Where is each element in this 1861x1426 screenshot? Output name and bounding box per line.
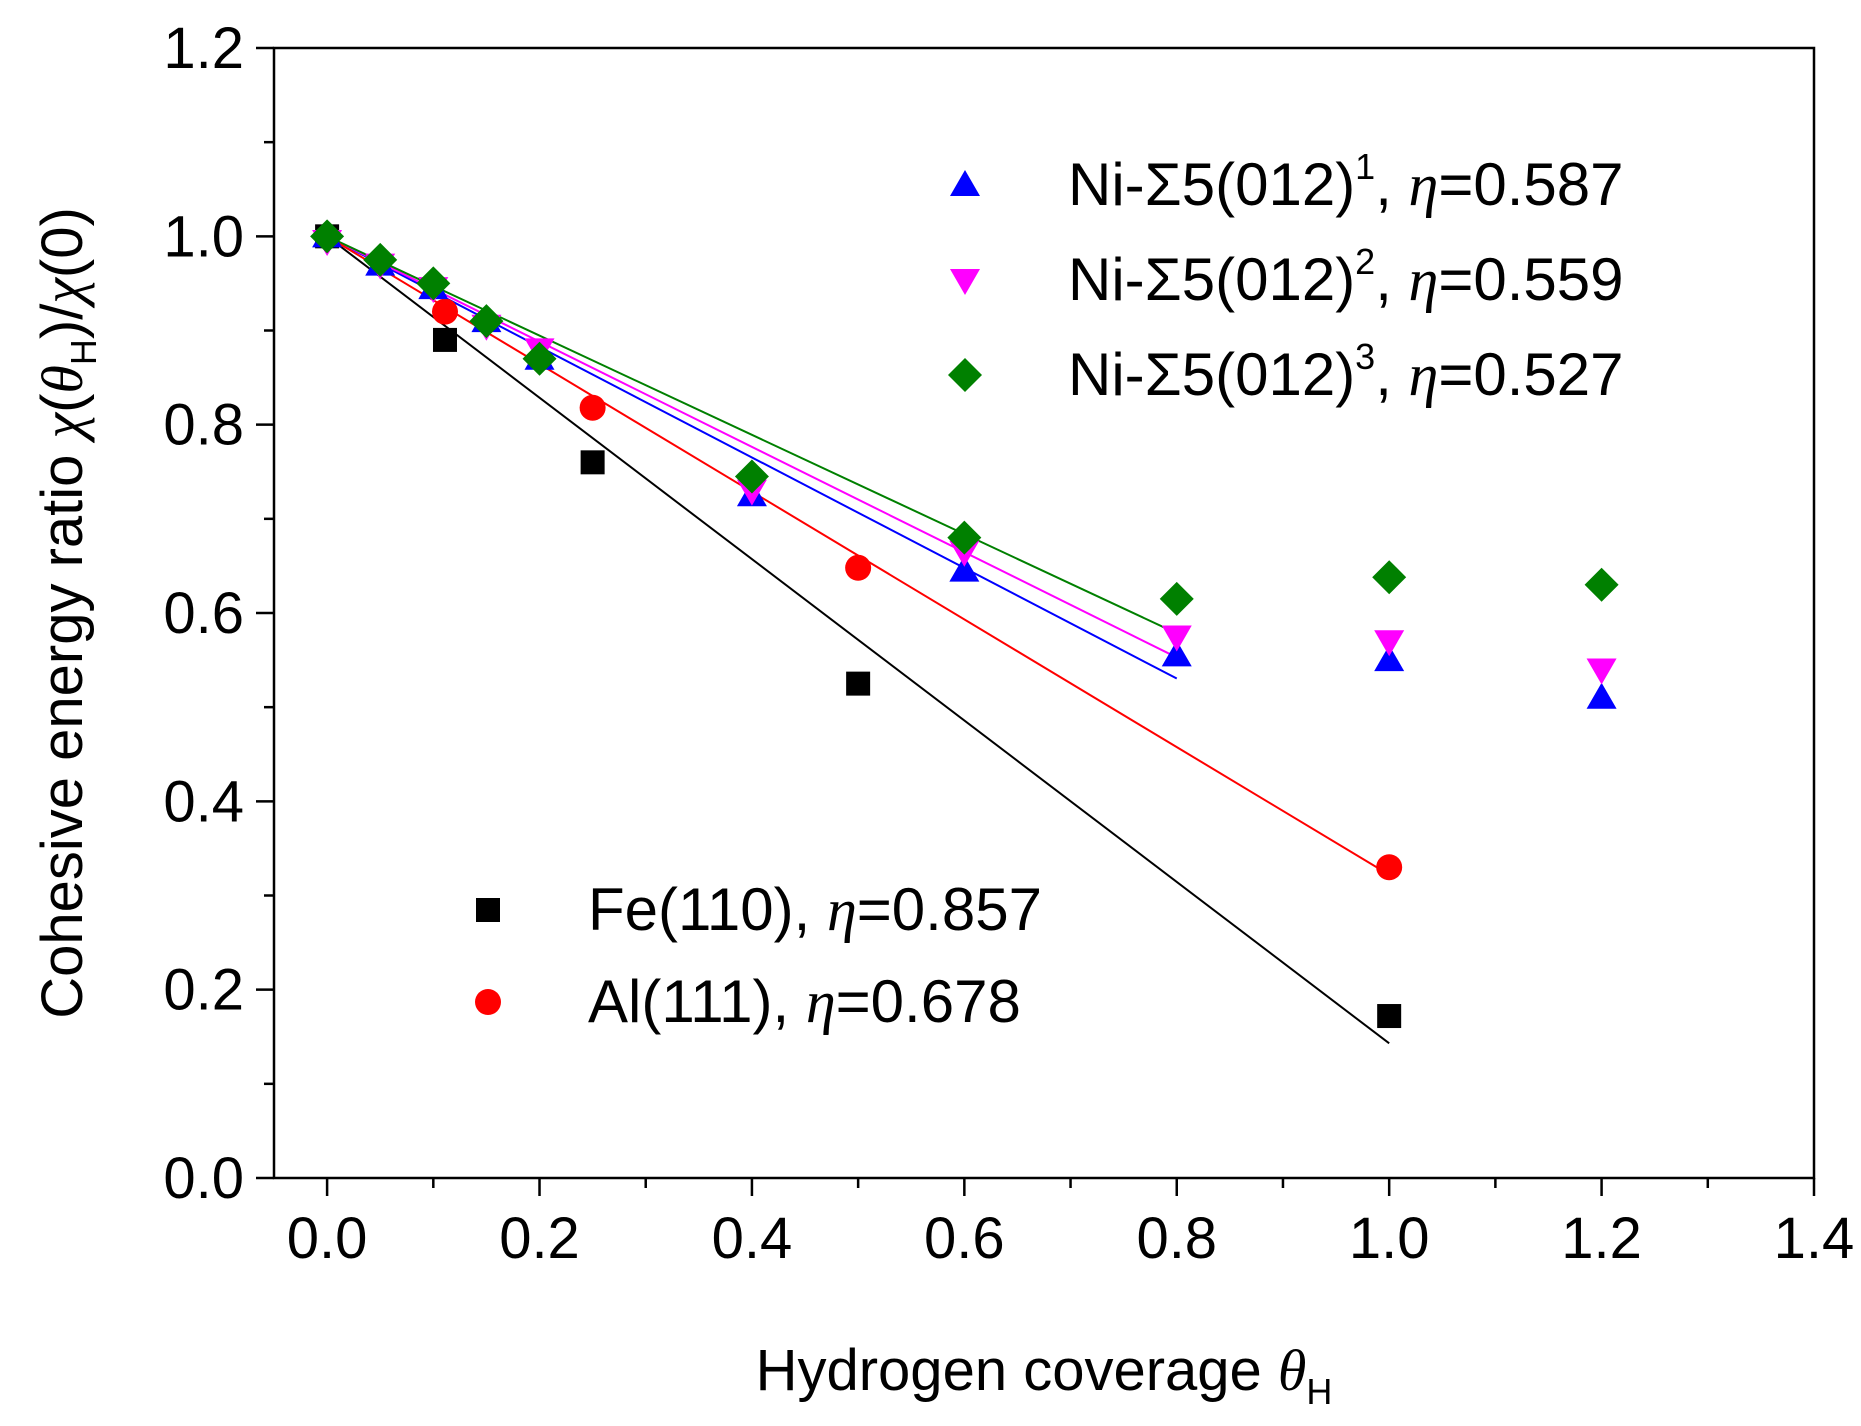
legend-label-eta: η (1409, 152, 1439, 218)
legend-label-4: Al(111), η=0.678 (588, 968, 1021, 1035)
y-axis-title-div: )/ (30, 303, 95, 339)
legend-label-main: Fe(110), (588, 876, 827, 943)
y-axis-title-chi: χ (30, 411, 95, 443)
x-tick-label: 0.2 (499, 1206, 580, 1271)
y-axis-title-main: Cohesive energy ratio (30, 438, 95, 1018)
legend-label-3: Fe(110), η=0.857 (588, 876, 1042, 943)
legend-label-sep: , (1375, 341, 1408, 408)
data-point-series-0 (1161, 640, 1192, 667)
data-point-series-2 (522, 341, 557, 376)
legend-label-sep: , (1375, 246, 1408, 313)
legend-label-eta: η (827, 877, 857, 943)
legend-label-eta: η (1409, 247, 1439, 313)
legend-label-main: Al(111), (588, 968, 806, 1035)
data-point-series-4 (579, 394, 606, 421)
legend-label-0: Ni-Σ5(012)1, η=0.587 (1068, 146, 1624, 218)
data-point-series-4 (845, 554, 872, 581)
data-point-series-2 (363, 242, 398, 277)
legend-label-main: Ni-Σ5(012) (1068, 341, 1355, 408)
legend-label-value: =0.559 (1438, 246, 1623, 313)
x-tick-label: 0.6 (924, 1206, 1005, 1271)
legend-label-value: =0.527 (1438, 341, 1623, 408)
y-tick-label: 1.0 (163, 204, 244, 269)
y-tick-label: 0.4 (163, 769, 244, 834)
x-axis-title: Hydrogen coverage θH (756, 1338, 1333, 1412)
x-axis-title-sub: H (1306, 1371, 1332, 1412)
legend-marker-3 (476, 898, 500, 922)
legend-label-eta: η (1409, 342, 1439, 408)
legend-label-sep: , (1375, 151, 1408, 218)
x-tick-label: 0.0 (287, 1206, 368, 1271)
x-axis-title-main: Hydrogen coverage (756, 1338, 1278, 1403)
data-point-series-2 (947, 520, 982, 555)
legend-label-value: =0.587 (1438, 151, 1623, 218)
data-point-series-3 (1377, 1004, 1402, 1029)
data-point-series-2 (1584, 567, 1619, 602)
data-point-series-0 (1586, 682, 1617, 709)
y-tick-label: 0.8 (163, 393, 244, 458)
legend-label-value: =0.678 (836, 968, 1021, 1035)
data-point-series-0 (1374, 645, 1405, 672)
x-tick-label: 0.4 (712, 1206, 793, 1271)
legend-marker-1 (950, 269, 980, 295)
legend-label-sup: 3 (1355, 336, 1375, 377)
data-point-series-1 (1161, 625, 1192, 652)
data-point-series-3 (432, 327, 457, 352)
fit-line-series-2 (326, 235, 1178, 635)
axis-ticks (256, 46, 1816, 1196)
data-point-series-3 (846, 671, 871, 696)
data-point-series-0 (949, 555, 980, 582)
legend-label-eta: η (806, 969, 836, 1035)
data-points (310, 219, 1619, 1029)
y-tick-label: 1.2 (163, 16, 244, 81)
legend-marker-2 (948, 358, 982, 392)
y-tick-label: 0.0 (163, 1146, 244, 1211)
y-tick-label: 0.2 (163, 958, 244, 1023)
legend-label-sup: 1 (1355, 146, 1375, 187)
fit-line-series-1 (326, 235, 1178, 659)
data-point-series-1 (1374, 630, 1405, 657)
legend-label-sup: 2 (1355, 241, 1375, 282)
legend-marker-4 (475, 989, 501, 1015)
data-point-series-2 (1159, 581, 1194, 616)
x-tick-label: 1.4 (1774, 1206, 1855, 1271)
legend-label-value: =0.857 (857, 876, 1042, 943)
legend-marker-0 (950, 170, 980, 196)
data-point-series-2 (416, 266, 451, 301)
y-axis-title-chi2: χ (30, 277, 95, 309)
data-point-series-4 (431, 298, 458, 325)
y-axis-title-zero: (0) (30, 207, 95, 278)
x-tick-label: 0.8 (1136, 1206, 1217, 1271)
y-axis-title-paren: ( (30, 394, 95, 413)
fit-line-series-3 (326, 235, 1390, 1045)
data-point-series-2 (469, 304, 504, 339)
x-tick-label: 1.2 (1561, 1206, 1642, 1271)
data-point-series-3 (580, 450, 605, 475)
y-axis-title-sub: H (63, 339, 104, 365)
y-axis-title-theta: θ (30, 365, 95, 394)
x-tick-label: 1.0 (1349, 1206, 1430, 1271)
y-tick-label: 0.6 (163, 581, 244, 646)
legend-label-1: Ni-Σ5(012)2, η=0.559 (1068, 241, 1624, 313)
data-point-series-1 (1586, 658, 1617, 685)
data-point-series-2 (734, 459, 769, 494)
data-point-series-2 (1372, 560, 1407, 595)
fit-line-series-0 (326, 235, 1178, 680)
legend-label-main: Ni-Σ5(012) (1068, 151, 1355, 218)
x-axis-title-symbol: θ (1278, 1338, 1307, 1403)
y-axis-title: Cohesive energy ratio χ(θH)/χ(0) (30, 207, 104, 1019)
legend-label-2: Ni-Σ5(012)3, η=0.527 (1068, 336, 1624, 408)
data-point-series-2 (310, 219, 345, 254)
tick-labels: 0.0 0.2 0.4 0.6 0.8 1.0 1.2 1.4 0.0 0.2 0.4 0.6 0.8 1… (163, 16, 1854, 1271)
data-point-series-4 (1376, 854, 1403, 881)
legend-label-main: Ni-Σ5(012) (1068, 246, 1355, 313)
